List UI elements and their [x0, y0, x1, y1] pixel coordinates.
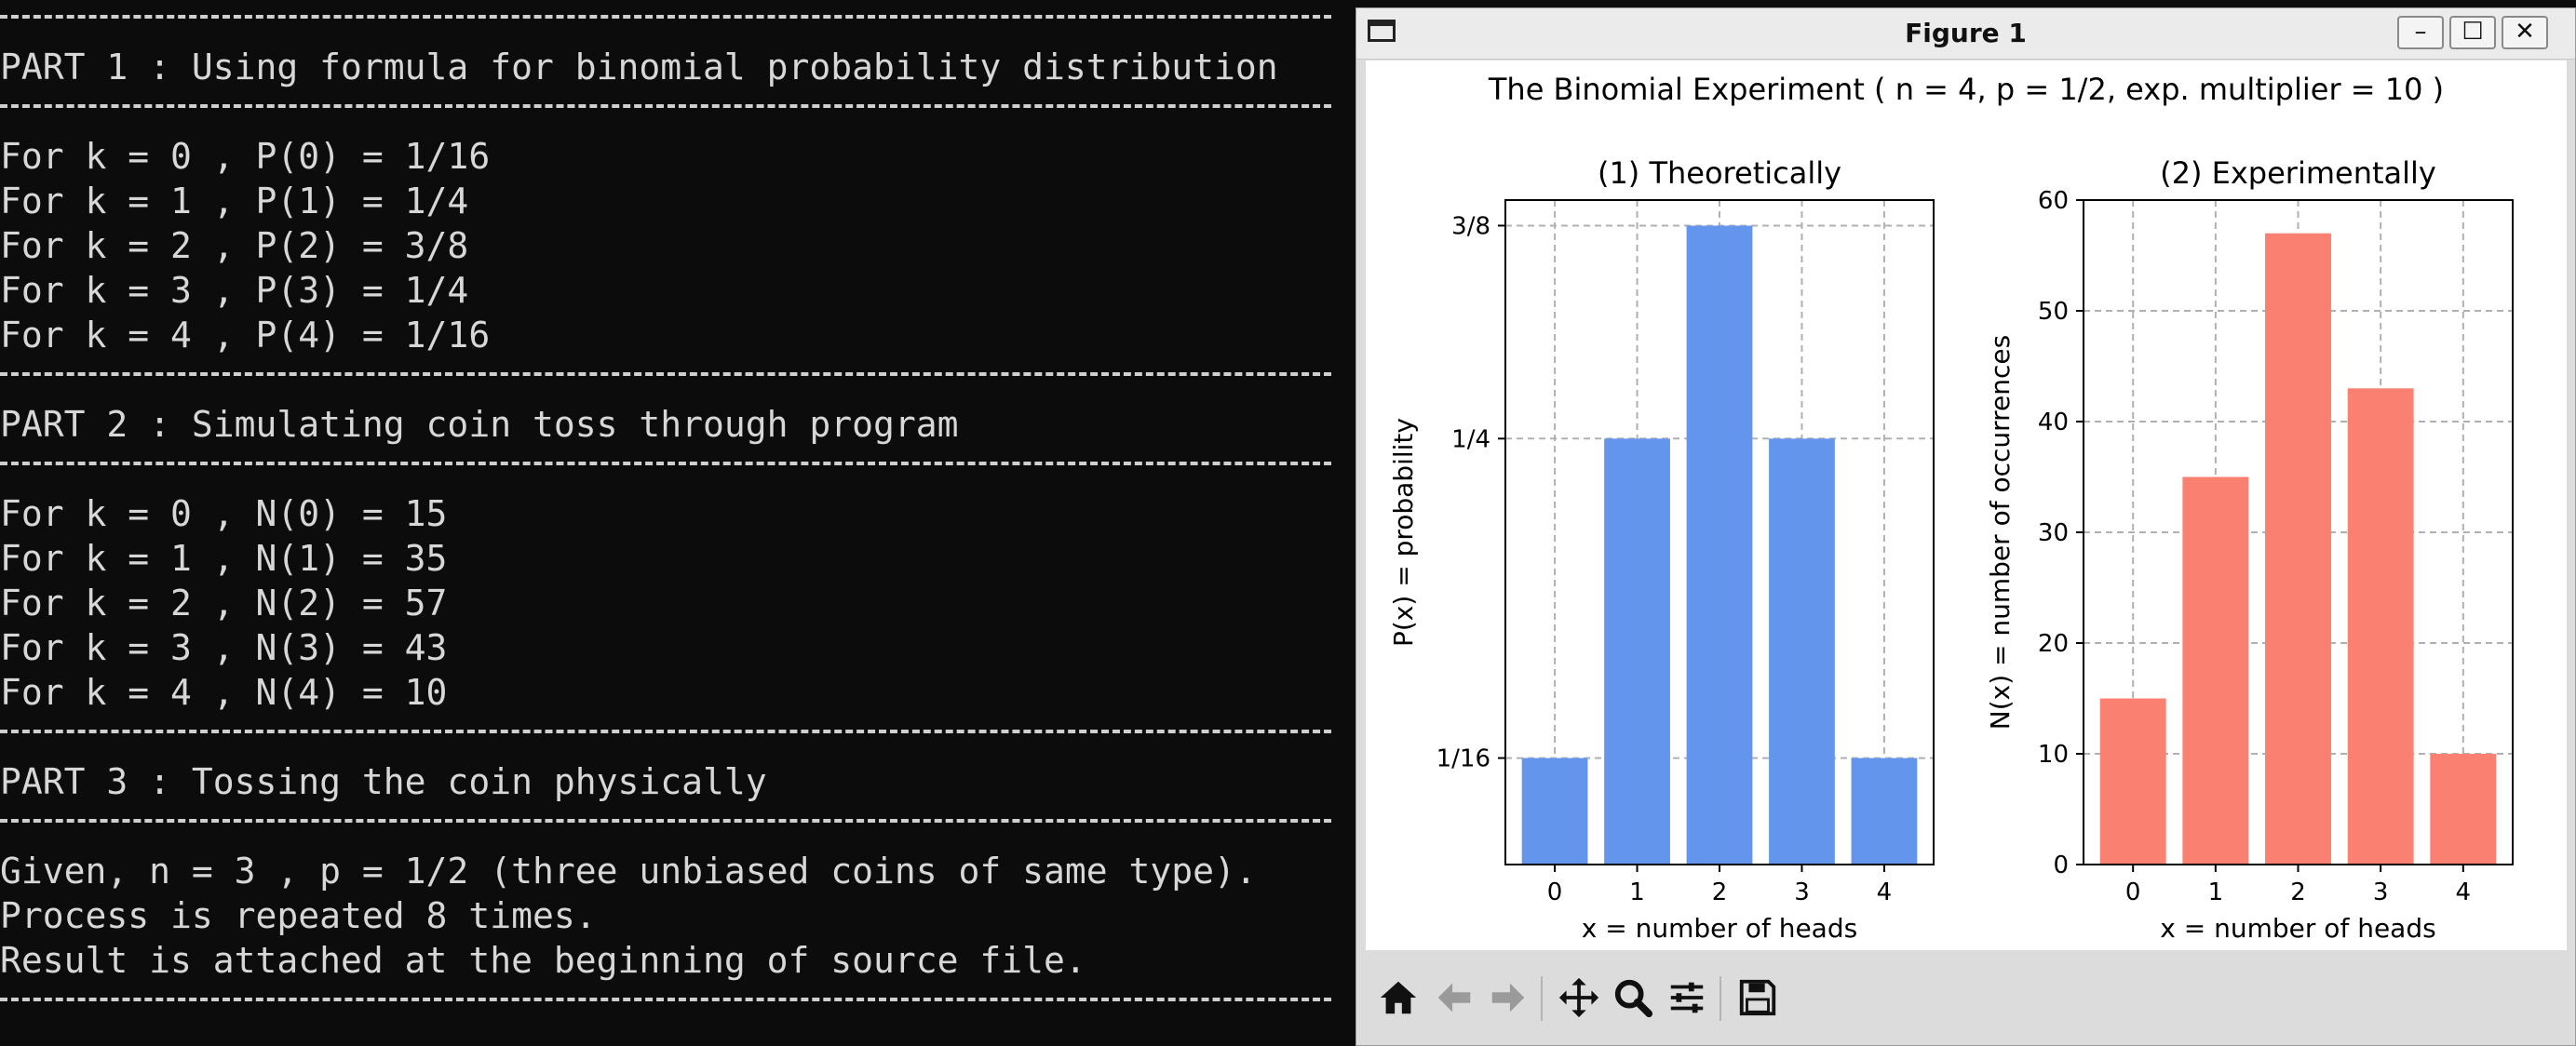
x-tick-label: 4 [2456, 878, 2472, 906]
terminal-line: For k = 3 , N(3) = 43 [0, 627, 448, 668]
bar-0 [1521, 758, 1588, 865]
maximize-button[interactable]: ☐ [2449, 16, 2496, 49]
x-tick-label: 4 [1877, 878, 1893, 906]
terminal-line: For k = 1 , P(1) = 1/4 [0, 181, 469, 221]
y-tick-label: 40 [2038, 409, 2069, 436]
x-tick-label: 2 [2290, 878, 2306, 906]
configure-subplots-button[interactable] [1660, 971, 1714, 1025]
terminal-line: For k = 4 , P(4) = 1/16 [0, 315, 491, 355]
home-button[interactable] [1371, 971, 1425, 1025]
bar-4 [1851, 758, 1918, 865]
pan-button[interactable] [1552, 971, 1606, 1025]
y-tick-label: 1/16 [1436, 745, 1490, 773]
y-tick-label: 3/8 [1451, 212, 1490, 240]
subplot-title: (2) Experimentally [2160, 155, 2436, 191]
terminal-output: PART 1 : Using formula for binomial prob… [0, 0, 1355, 1027]
bar-1 [1604, 438, 1670, 865]
y-tick-label: 30 [2038, 519, 2069, 547]
window-titlebar[interactable]: Figure 1 – ☐ ✕ [1356, 8, 2575, 60]
terminal-line: For k = 0 , N(0) = 15 [0, 493, 448, 534]
bar-0 [2099, 698, 2166, 865]
zoom-icon [1614, 979, 1653, 1018]
x-axis-label: x = number of heads [2160, 913, 2435, 944]
x-tick-label: 1 [1629, 878, 1645, 906]
y-tick-label: 20 [2038, 630, 2069, 658]
home-icon [1380, 981, 1417, 1014]
separator-rule [0, 447, 1355, 491]
separator-rule [0, 715, 1355, 759]
toolbar-separator [1541, 976, 1543, 1021]
minimize-button[interactable]: – [2397, 16, 2444, 49]
figure-window: Figure 1 – ☐ ✕ The Binomial Experiment (… [1355, 7, 2576, 1046]
save-icon [1739, 979, 1776, 1016]
y-tick-label: 50 [2038, 298, 2069, 326]
separator-rule [0, 357, 1355, 402]
separator-rule [0, 804, 1355, 849]
terminal-line: Process is repeated 8 times. [0, 895, 597, 936]
figure-plot: The Binomial Experiment ( n = 4, p = 1/2… [1388, 72, 2514, 944]
bar-4 [2430, 754, 2497, 865]
back-icon [1437, 983, 1471, 1012]
navigation-toolbar [1356, 952, 2575, 1045]
y-axis-label: N(x) = number of occurrences [1985, 335, 2016, 730]
forward-icon [1491, 983, 1525, 1012]
terminal-line: For k = 2 , P(2) = 3/8 [0, 225, 469, 266]
terminal-line: For k = 1 , N(1) = 35 [0, 538, 448, 579]
bar-2 [1686, 225, 1753, 865]
save-button[interactable] [1731, 971, 1785, 1025]
x-tick-label: 3 [1794, 878, 1810, 906]
separator-rule [0, 983, 1355, 1027]
terminal-line: PART 3 : Tossing the coin physically [0, 761, 767, 802]
bar-3 [2347, 388, 2414, 865]
close-button[interactable]: ✕ [2502, 16, 2548, 49]
figure-canvas: The Binomial Experiment ( n = 4, p = 1/2… [1366, 60, 2567, 950]
terminal-line: PART 1 : Using formula for binomial prob… [0, 47, 1278, 87]
bar-2 [2265, 233, 2331, 865]
x-tick-label: 1 [2208, 878, 2224, 906]
x-tick-label: 3 [2373, 878, 2389, 906]
toolbar-separator [1720, 976, 1721, 1021]
zoom-button[interactable] [1606, 971, 1660, 1025]
y-tick-label: 0 [2053, 852, 2069, 879]
y-axis-label: P(x) = probability [1388, 418, 1419, 647]
x-axis-label: x = number of heads [1582, 913, 1857, 944]
back-button[interactable] [1427, 971, 1481, 1025]
window-icon [1368, 20, 1396, 42]
terminal-line: Given, n = 3 , p = 1/2 (three unbiased c… [0, 851, 1257, 892]
y-tick-label: 10 [2038, 741, 2069, 769]
pan-icon [1558, 977, 1599, 1018]
terminal-line: For k = 0 , P(0) = 1/16 [0, 136, 491, 177]
bar-1 [2182, 476, 2249, 865]
terminal-line: For k = 2 , N(2) = 57 [0, 583, 448, 624]
bar-3 [1769, 438, 1835, 865]
y-tick-label: 1/4 [1451, 425, 1490, 453]
subplot-title: (1) Theoretically [1598, 155, 1841, 191]
window-title: Figure 1 [1905, 18, 2027, 48]
terminal-line: PART 2 : Simulating coin toss through pr… [0, 404, 959, 445]
terminal-line: Result is attached at the beginning of s… [0, 940, 1086, 981]
forward-button[interactable] [1481, 971, 1535, 1025]
separator-rule [0, 89, 1355, 134]
figure-suptitle: The Binomial Experiment ( n = 4, p = 1/2… [1488, 72, 2444, 107]
x-tick-label: 0 [2125, 878, 2141, 906]
terminal-line: For k = 4 , N(4) = 10 [0, 672, 448, 713]
configure-icon [1670, 982, 1704, 1013]
y-tick-label: 60 [2038, 187, 2069, 215]
terminal-line: For k = 3 , P(3) = 1/4 [0, 270, 469, 311]
x-tick-label: 2 [1712, 878, 1728, 906]
x-tick-label: 0 [1547, 878, 1563, 906]
separator-rule [0, 0, 1355, 45]
